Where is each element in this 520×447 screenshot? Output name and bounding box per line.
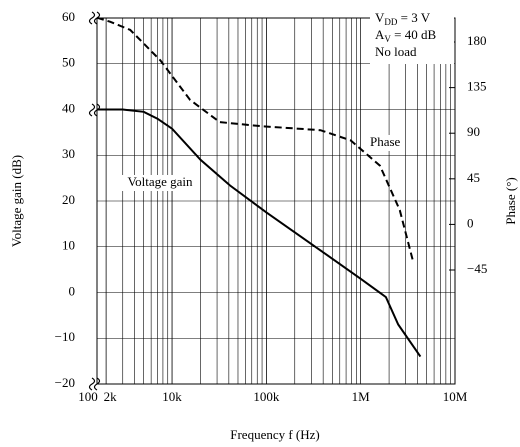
- conditions-bg: [370, 10, 454, 64]
- subscript: V: [384, 34, 391, 44]
- condition-text: No load: [375, 44, 417, 59]
- y2-tick-label: 180: [467, 33, 487, 48]
- y2-axis-label: Phase (°): [503, 177, 518, 224]
- y-tick-label: 10: [62, 238, 75, 253]
- condition-part: = 40 dB: [391, 27, 437, 42]
- y2-tick-label: 135: [467, 79, 487, 94]
- x-tick-label: 100: [78, 389, 98, 404]
- subscript: DD: [384, 17, 397, 27]
- y-axis-label: Voltage gain (dB): [9, 155, 24, 247]
- y-tick-label: −20: [55, 375, 75, 390]
- condition-part: V: [375, 10, 385, 25]
- y2-tick-label: 45: [467, 170, 480, 185]
- x-axis-label: Frequency f (Hz): [230, 427, 320, 442]
- condition-part: No load: [375, 44, 417, 59]
- y-tick-label: 0: [69, 283, 76, 298]
- series-line: [96, 16, 415, 263]
- condition-part: = 3 V: [397, 10, 430, 25]
- condition-part: A: [375, 27, 385, 42]
- x-tick-label: 100k: [253, 389, 280, 404]
- y-tick-label: −10: [55, 329, 75, 344]
- series-label: Voltage gain: [127, 174, 193, 189]
- y-tick-label: 60: [62, 9, 75, 24]
- y2-tick-label: 0: [467, 215, 474, 230]
- condition-text: VDD = 3 V: [375, 10, 431, 27]
- series-label: Phase: [370, 134, 401, 149]
- x-tick-label: 1M: [352, 389, 371, 404]
- x-tick-label: 10M: [443, 389, 468, 404]
- y-tick-label: 20: [62, 192, 75, 207]
- label-bg: [367, 135, 405, 151]
- y2-tick-label: −45: [467, 261, 487, 276]
- x-tick-label: 2k: [104, 389, 118, 404]
- x-tick-label: 10k: [162, 389, 182, 404]
- y-tick-label: 40: [62, 100, 75, 115]
- condition-text: AV = 40 dB: [375, 27, 436, 44]
- y-tick-label: 30: [62, 146, 75, 161]
- y2-tick-label: 90: [467, 124, 480, 139]
- label-bg: [122, 175, 200, 191]
- series-line: [97, 108, 422, 358]
- y-tick-label: 50: [62, 55, 75, 70]
